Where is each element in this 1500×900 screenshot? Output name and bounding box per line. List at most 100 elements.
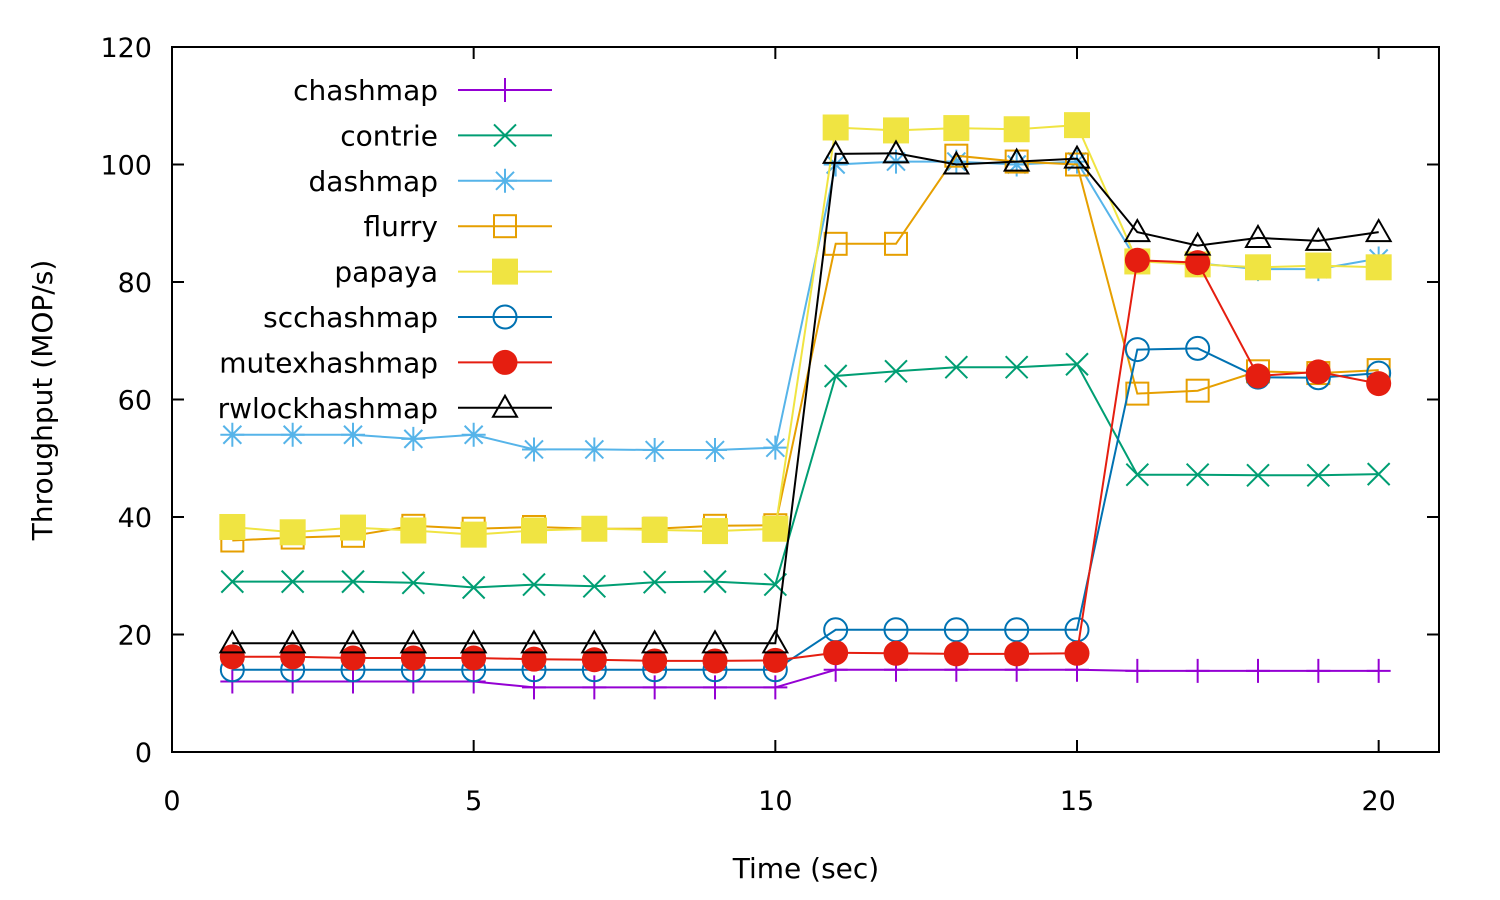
data-point-papaya [460,521,487,548]
legend-label: rwlockhashmap [218,392,438,425]
legend-label: flurry [364,210,438,243]
legend-marker [493,214,517,239]
data-point-chashmap [1306,658,1331,683]
data-point-rwlockhashmap [1304,226,1333,251]
y-axis-title: Throughput (MOP/s) [26,260,59,542]
data-point-papaya [1064,112,1090,139]
data-point-contrie [582,574,607,599]
legend-marker [493,78,517,102]
data-point-mutexhashmap [340,645,366,671]
data-point-mutexhashmap [1064,640,1090,666]
legend-marker [493,168,517,193]
data-point-scchashmap [1124,337,1150,363]
data-point-mutexhashmap [1305,359,1331,385]
data-point-mutexhashmap [400,645,426,671]
data-point-contrie [341,569,365,594]
data-point-rwlockhashmap [218,629,247,654]
data-point-rwlockhashmap [1183,231,1212,256]
series-line-chashmap [232,668,1379,689]
data-point-scchashmap [1185,335,1211,361]
data-point-dashmap [522,437,546,462]
x-tick-label: 15 [1060,786,1094,817]
data-point-mutexhashmap [883,640,909,666]
data-point-flurry [1185,378,1210,403]
data-point-papaya [521,517,547,544]
data-point-chashmap [1185,658,1210,683]
data-point-contrie [642,570,667,594]
y-tick-label: 20 [118,621,152,652]
data-point-contrie [884,359,908,384]
data-point-papaya [1305,252,1332,279]
data-point-chashmap [763,675,788,700]
data-point-dashmap [461,422,486,447]
data-point-rwlockhashmap [520,629,548,654]
data-point-rwlockhashmap [1123,218,1152,243]
y-tick-label: 0 [135,738,152,769]
data-point-rwlockhashmap [1063,144,1091,169]
data-point-papaya [1003,116,1030,143]
legend-marker [491,393,519,418]
data-point-dashmap [1004,152,1029,177]
data-point-papaya [822,114,849,141]
legend-label: chashmap [293,74,438,107]
data-point-rwlockhashmap [821,139,850,164]
data-point-papaya [762,515,789,542]
data-point-mutexhashmap [1366,371,1392,397]
series-contrie [220,352,1391,600]
legend-marker [492,349,518,375]
data-point-mutexhashmap [943,641,969,667]
data-point-mutexhashmap [280,644,306,670]
data-point-contrie [1125,462,1150,487]
legend-label: mutexhashmap [219,346,438,379]
data-point-mutexhashmap [581,647,607,673]
legend-label: scchashmap [263,301,438,334]
data-point-mutexhashmap [1185,250,1211,276]
data-point-contrie [1246,463,1270,487]
y-tick-label: 120 [100,33,152,64]
x-tick-label: 5 [465,786,482,817]
legend-item-dashmap: dashmap [309,165,552,198]
data-point-rwlockhashmap [1244,223,1272,248]
legend-label: dashmap [309,165,438,198]
x-tick-label: 20 [1361,786,1395,817]
data-point-mutexhashmap [823,640,849,666]
x-axis-title: Time (sec) [732,852,879,885]
data-point-chashmap [1246,658,1270,683]
y-tick-label: 100 [100,151,152,182]
data-point-chashmap [1125,658,1150,683]
axes: 0 5 10 15 20 0 20 40 60 80 100 120 [100,33,1440,817]
data-point-contrie [401,571,426,595]
y-tick-label: 40 [118,503,152,534]
data-point-rwlockhashmap [339,629,367,654]
data-point-chashmap [582,675,607,700]
data-point-dashmap [823,152,848,177]
data-point-contrie [1065,352,1089,376]
data-point-flurry [884,231,908,256]
legend-label: contrie [340,119,438,152]
data-point-rwlockhashmap [399,629,428,654]
data-point-papaya [943,115,970,142]
data-point-mutexhashmap [219,644,245,670]
data-point-chashmap [522,675,546,700]
y-tick-label: 80 [118,268,152,299]
data-point-dashmap [944,149,969,174]
data-point-dashmap [642,438,667,463]
data-point-contrie [1185,462,1210,487]
x-tick-label: 0 [163,786,180,817]
data-point-contrie [1306,463,1331,487]
data-point-rwlockhashmap [701,629,729,654]
data-point-dashmap [703,438,727,463]
data-point-mutexhashmap [1245,363,1271,389]
legend-item-scchashmap: scchashmap [263,301,552,334]
data-point-scchashmap [943,617,969,643]
data-point-contrie [1004,355,1029,379]
series-line-contrie [232,363,1379,589]
data-point-contrie [944,355,969,379]
legend-marker [492,258,518,285]
data-point-rwlockhashmap [1364,218,1393,243]
data-point-flurry [1125,381,1150,406]
data-point-mutexhashmap [702,648,728,674]
data-point-rwlockhashmap [1002,147,1031,172]
series-rwlockhashmap [218,139,1393,654]
